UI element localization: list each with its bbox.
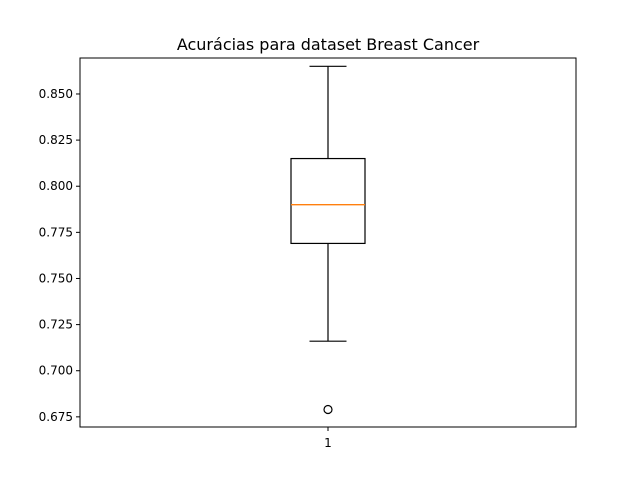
x-axis: 1 [324, 427, 332, 450]
chart-title: Acurácias para dataset Breast Cancer [177, 35, 480, 54]
y-tick-label: 0.825 [39, 133, 73, 147]
y-tick-label: 0.775 [39, 225, 73, 239]
outlier-point [323, 404, 333, 415]
y-tick-label: 0.675 [39, 410, 73, 424]
y-tick-label: 0.700 [39, 364, 73, 378]
y-tick-label: 0.750 [39, 271, 73, 285]
y-tick-label: 0.725 [39, 318, 73, 332]
y-tick-label: 0.850 [39, 87, 73, 101]
box-group [290, 65, 366, 415]
x-tick-label: 1 [324, 436, 332, 450]
iqr-box [290, 157, 366, 245]
y-tick-label: 0.800 [39, 179, 73, 193]
y-axis: 0.675 0.700 0.725 0.750 0.775 0.800 0.825 0.850 [39, 87, 80, 424]
